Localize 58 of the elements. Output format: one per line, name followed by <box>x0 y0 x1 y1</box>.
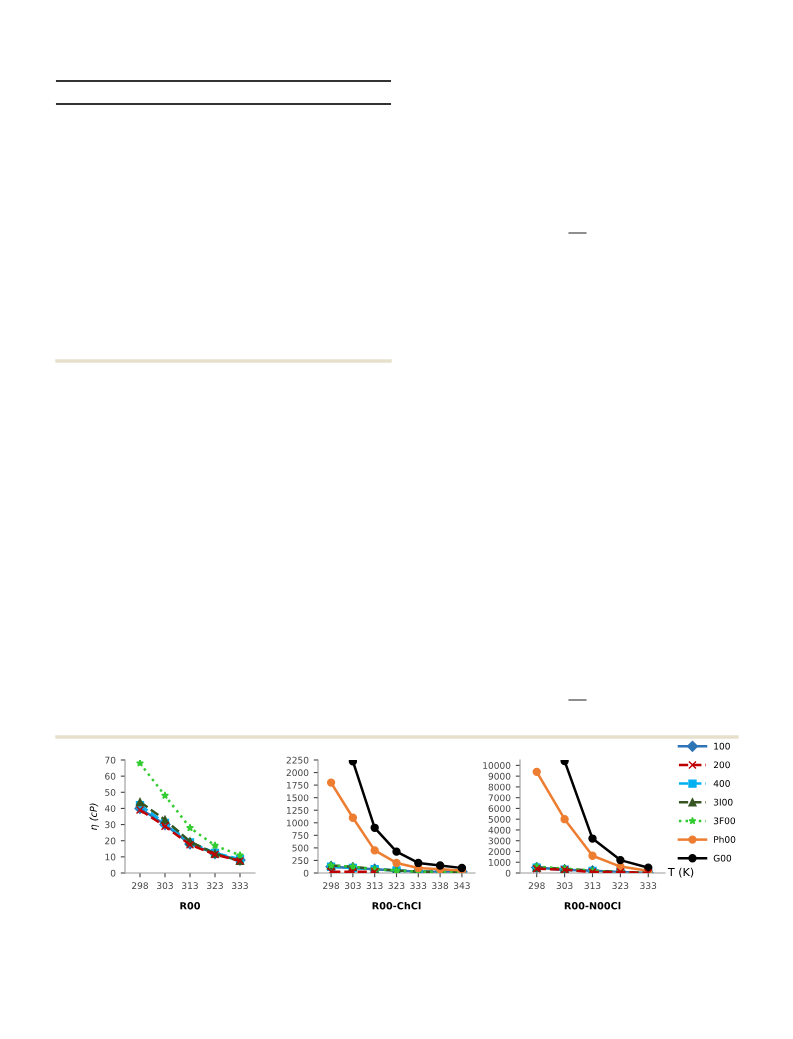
y-tick-label: 250 <box>292 857 309 864</box>
y-tick-label: 2250 <box>286 756 309 764</box>
text: T (K) <box>667 867 694 878</box>
y-tick-label: 7000 <box>488 794 511 802</box>
y-tick-label: 10 <box>105 853 116 861</box>
y-tick-label: 3000 <box>488 837 511 845</box>
y-tick-label: 1750 <box>286 781 309 789</box>
x-tick-label: 303 <box>556 882 573 890</box>
x-tick-label: 303 <box>157 882 173 890</box>
y-tick-label: 0 <box>110 869 116 877</box>
y-tick-label: 500 <box>292 844 309 852</box>
y-tick-label: 1500 <box>286 794 309 802</box>
x-tick-label: 298 <box>528 882 545 890</box>
y-axis-title: η (cP) <box>89 803 99 830</box>
x-tick-label: 343 <box>453 882 470 890</box>
y-tick-label: 4000 <box>488 826 511 834</box>
y-tick-label: 750 <box>292 832 309 839</box>
legend-label: 100 <box>714 742 730 750</box>
y-tick-label: 1250 <box>286 806 309 814</box>
x-tick-label: 298 <box>323 882 340 890</box>
y-tick-label: 1000 <box>488 858 511 866</box>
x-tick-label: 323 <box>207 882 223 890</box>
x-tick-label: 323 <box>612 882 629 890</box>
y-tick-label: 2000 <box>286 769 309 777</box>
y-tick-label: 60 <box>105 772 116 780</box>
legend-label: 200 <box>713 761 730 769</box>
y-tick-label: 0 <box>303 869 309 877</box>
legend-label: 400 <box>713 780 730 787</box>
x-axis-title: R00 <box>180 902 201 910</box>
y-tick-label: 10000 <box>483 762 511 769</box>
y-tick-label: 8000 <box>488 783 511 791</box>
x-tick-label: 313 <box>584 882 601 890</box>
legend-label: Ph00 <box>714 835 736 843</box>
y-tick-label: 6000 <box>488 805 511 812</box>
legend-label: G00 <box>713 854 732 862</box>
x-tick-label: 333 <box>410 882 427 890</box>
y-tick-label: 30 <box>105 821 116 829</box>
x-tick-label: 298 <box>132 882 148 890</box>
y-tick-label: 9000 <box>488 772 511 780</box>
legend-label: 3F00 <box>713 817 736 825</box>
x-tick-label: 333 <box>640 882 657 890</box>
x-axis-title: R00-ChCl <box>372 901 421 910</box>
x-tick-label: 303 <box>344 882 361 890</box>
y-tick-label: 40 <box>104 805 116 812</box>
legend-label: 3I00 <box>713 798 733 806</box>
y-tick-label: 5000 <box>488 815 511 823</box>
y-tick-label: 1000 <box>286 819 309 827</box>
y-tick-label: 20 <box>105 837 116 845</box>
x-tick-label: 313 <box>366 882 383 890</box>
x-axis-title: R00-N00Cl <box>564 901 621 910</box>
x-tick-label: 323 <box>388 882 405 890</box>
y-tick-label: 2000 <box>488 848 511 856</box>
x-tick-label: 338 <box>432 882 449 890</box>
y-tick-label: 50 <box>105 789 116 796</box>
x-tick-label: 313 <box>182 882 198 890</box>
y-tick-label: 70 <box>105 756 116 764</box>
y-tick-label: 0 <box>505 869 511 877</box>
x-tick-label: 333 <box>232 882 248 890</box>
